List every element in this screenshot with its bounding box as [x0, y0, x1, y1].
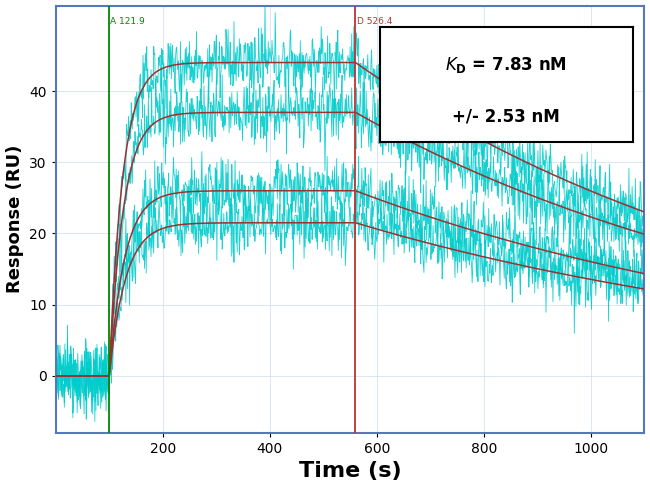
Text: D 526.4: D 526.4: [357, 17, 392, 26]
X-axis label: Time (s): Time (s): [299, 462, 402, 482]
Y-axis label: Response (RU): Response (RU): [6, 145, 23, 293]
Text: A 121.9: A 121.9: [111, 17, 145, 26]
